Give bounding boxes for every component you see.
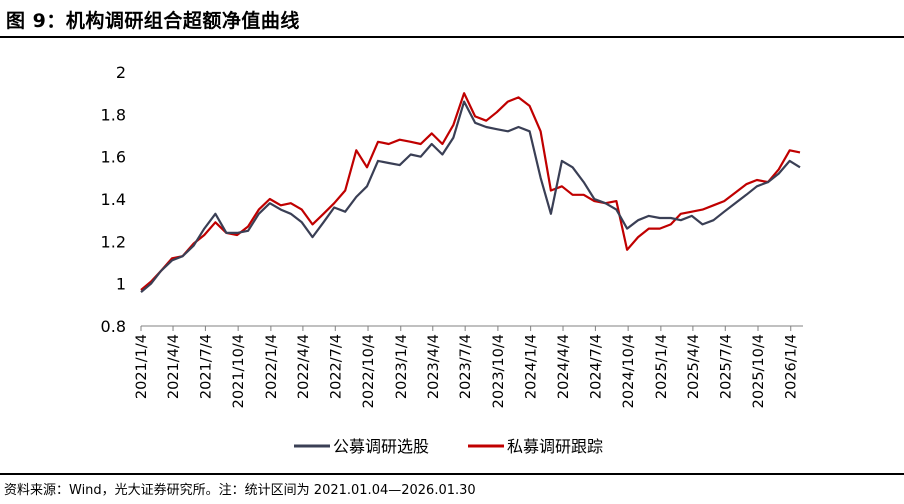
x-axis: 2021/1/4 2021/4/4 2021/7/4 2021/10/4 2022/1/… xyxy=(134,325,803,408)
y-tick-label: 1.2 xyxy=(101,232,126,251)
x-tick-label: 2021/7/4 xyxy=(198,334,214,399)
x-tick-label: 2023/7/4 xyxy=(458,334,474,399)
x-tick-label: 2024/7/4 xyxy=(588,334,604,399)
x-tick-label: 2024/4/4 xyxy=(556,334,572,399)
x-tick-label: 2021/10/4 xyxy=(231,334,247,408)
y-tick-label: 1.6 xyxy=(101,148,126,167)
footer-divider xyxy=(0,473,904,475)
x-tick-label: 2026/1/4 xyxy=(784,334,800,399)
figure-title: 图 9：机构调研组合超额净值曲线 xyxy=(6,10,300,32)
y-tick-label: 2 xyxy=(116,63,126,82)
x-tick-label: 2022/4/4 xyxy=(296,334,312,399)
legend-label-1: 公募调研选股 xyxy=(333,437,429,456)
x-tick-label: 2025/10/4 xyxy=(751,334,767,408)
x-tick-label: 2022/10/4 xyxy=(361,334,377,408)
series-line-2 xyxy=(140,92,801,291)
source-note: 资料来源：Wind，光大证券研究所。注：统计区间为 2021.01.04—202… xyxy=(4,483,476,498)
y-tick-label: 1.8 xyxy=(101,105,126,124)
x-tick-label: 2021/4/4 xyxy=(166,334,182,399)
x-tick-label: 2023/4/4 xyxy=(426,334,442,399)
x-tick-label: 2022/1/4 xyxy=(264,334,280,399)
legend-label-2: 私募调研跟踪 xyxy=(507,437,603,456)
x-tick-label: 2023/1/4 xyxy=(394,334,410,399)
x-tick-label: 2025/7/4 xyxy=(718,334,734,399)
x-tick-label: 2023/10/4 xyxy=(491,334,507,408)
x-tick-label: 2021/1/4 xyxy=(134,334,150,399)
x-tick-label: 2022/7/4 xyxy=(328,334,344,399)
y-tick-label: 1.4 xyxy=(101,190,126,209)
x-tick-label: 2024/1/4 xyxy=(524,334,540,399)
x-tick-label: 2025/4/4 xyxy=(686,334,702,399)
x-tick-label: 2025/1/4 xyxy=(654,334,670,399)
y-axis: 0.8 1 1.2 1.4 1.6 1.8 2 xyxy=(101,63,126,336)
y-tick-label: 0.8 xyxy=(101,317,126,336)
y-tick-label: 1 xyxy=(116,275,126,294)
title-divider xyxy=(0,36,904,38)
series-line-1 xyxy=(140,100,801,293)
plot-lines xyxy=(140,92,801,293)
legend: 公募调研选股 私募调研跟踪 xyxy=(294,437,603,456)
x-tick-label: 2024/10/4 xyxy=(621,334,637,408)
